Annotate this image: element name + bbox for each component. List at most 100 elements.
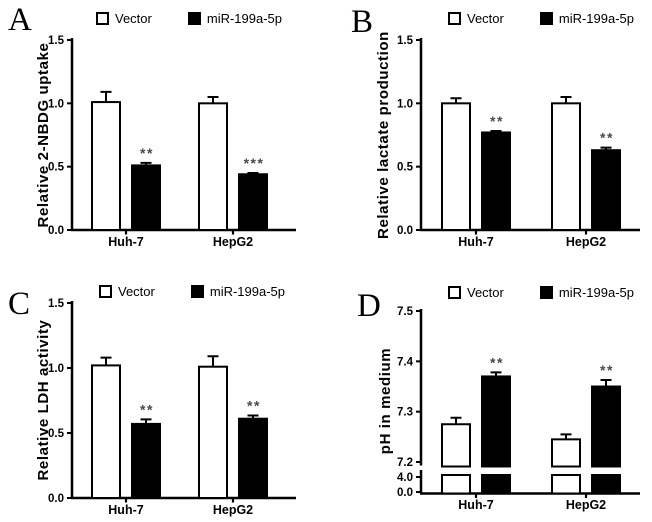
category-label: HepG2	[213, 503, 253, 517]
mir-legend-label: miR-199a-5p	[206, 11, 283, 26]
error-bar	[247, 172, 259, 175]
error-bar	[600, 378, 612, 387]
mir-legend-label: miR-199a-5p	[209, 284, 286, 299]
significance-stars: **	[140, 145, 154, 161]
significance-stars: **	[600, 130, 614, 146]
bar-Vector-HepG2	[198, 365, 228, 499]
significance-stars: **	[247, 397, 261, 413]
bar-chart-c: 0.0 0.5 1.0 1.5 Huh-7 HepG2 ** **	[48, 298, 296, 517]
category-label: Huh-7	[108, 503, 143, 517]
panel-letter-d: D	[357, 288, 381, 324]
y-tick-label: 1.0	[397, 98, 413, 110]
y-tick-label: 1.0	[48, 363, 64, 375]
vector-swatch-icon	[99, 285, 112, 298]
bar-Vector-HepG2	[551, 102, 581, 231]
y-tick-label: 1.5	[397, 35, 414, 47]
panel-letter-a: A	[8, 2, 32, 38]
bar-chart-d: 7.2 7.3 7.4 7.5 4.0 0.0 Huh-7 HepG2 ** **	[397, 306, 640, 512]
y-tick-label: 7.5	[397, 306, 414, 318]
y-tick-label: 0.0	[48, 493, 64, 505]
error-bar	[247, 414, 259, 419]
significance-stars: **	[600, 362, 614, 378]
bar-Vector-Huh-7	[91, 101, 121, 231]
error-bar	[560, 433, 572, 440]
significance-stars: **	[490, 113, 504, 129]
error-bar	[600, 146, 612, 151]
significance-stars: **	[140, 401, 154, 417]
y-tick-label: 7.4	[397, 356, 414, 368]
mir-swatch-icon	[539, 12, 553, 25]
vector-swatch-icon	[96, 12, 109, 25]
mir-swatch-icon	[190, 285, 204, 298]
y-tick-label: 7.2	[397, 457, 413, 469]
y-tick-label: 1.0	[48, 98, 64, 110]
mir-legend-label: miR-199a-5p	[558, 11, 635, 26]
category-label: Huh-7	[458, 498, 493, 512]
error-bar	[140, 418, 152, 424]
bar-Vector-HepG2	[551, 438, 581, 468]
error-bar	[450, 416, 462, 425]
panel-d: D Vector miR-199a-5p pH in medium 7.2 7.3…	[326, 261, 652, 522]
bar-Vector-Huh-7	[91, 364, 121, 500]
y-tick-label: 0.0	[48, 225, 64, 237]
bar-chart-b: 0.0 0.5 1.0 1.5 Huh-7 HepG2 ** **	[397, 35, 640, 249]
error-bar	[207, 355, 219, 367]
category-label: HepG2	[566, 498, 606, 512]
y-tick-label: 0.0	[397, 487, 413, 499]
error-bar	[490, 129, 502, 133]
bar-miR-199a-5p-Huh-7	[481, 131, 511, 231]
legend-b: Vector miR-199a-5p	[448, 12, 634, 25]
y-tick-label: 0.5	[48, 428, 65, 440]
bar-miR-199a-5p-Huh-7-stub	[481, 474, 511, 495]
legend-c: Vector miR-199a-5p	[99, 285, 285, 298]
bar-Vector-Huh-7	[441, 102, 471, 231]
y-tick-label: 0.0	[397, 225, 413, 237]
error-bar	[100, 90, 112, 103]
significance-stars: **	[490, 354, 504, 370]
error-bar	[490, 371, 502, 377]
error-bar	[140, 161, 152, 166]
significance-stars: ***	[244, 155, 265, 171]
category-label: HepG2	[213, 235, 253, 249]
bar-Vector-HepG2	[198, 102, 228, 231]
bar-miR-199a-5p-HepG2	[591, 149, 621, 231]
y-tick-label: 1.5	[48, 298, 65, 310]
panel-a: A Vector miR-199a-5p Relative 2-NBDG upt…	[0, 0, 326, 261]
legend-a: Vector miR-199a-5p	[96, 12, 282, 25]
vector-legend-label: Vector	[118, 284, 155, 299]
category-label: Huh-7	[108, 235, 143, 249]
error-bar	[207, 96, 219, 104]
bar-miR-199a-5p-Huh-7	[131, 164, 161, 231]
category-label: Huh-7	[458, 235, 493, 249]
y-tick-label: 1.5	[48, 35, 65, 47]
panel-b: B Vector miR-199a-5p Relative lactate pr…	[326, 0, 652, 261]
legend-d: Vector miR-199a-5p	[448, 286, 634, 299]
vector-swatch-icon	[448, 12, 461, 25]
bar-Vector-Huh-7	[441, 423, 471, 468]
error-bar	[100, 356, 112, 366]
bar-Vector-HepG2-stub	[551, 474, 581, 495]
vector-legend-label: Vector	[467, 285, 504, 300]
panel-c: C Vector miR-199a-5p Relative LDH activi…	[0, 261, 326, 522]
bar-Vector-Huh-7-stub	[441, 474, 471, 495]
bar-miR-199a-5p-HepG2	[238, 173, 268, 231]
vector-legend-label: Vector	[115, 11, 152, 26]
y-tick-label: 0.5	[48, 162, 65, 174]
vector-legend-label: Vector	[467, 11, 504, 26]
category-label: HepG2	[566, 235, 606, 249]
bar-miR-199a-5p-HepG2	[591, 385, 621, 468]
bar-miR-199a-5p-HepG2-stub	[591, 474, 621, 495]
panel-letter-c: C	[8, 286, 31, 322]
bar-miR-199a-5p-Huh-7	[481, 375, 511, 468]
mir-legend-label: miR-199a-5p	[558, 285, 635, 300]
error-bar	[450, 97, 462, 104]
mir-swatch-icon	[187, 12, 201, 25]
bar-miR-199a-5p-Huh-7	[131, 422, 161, 499]
y-tick-label: 4.0	[397, 472, 413, 484]
y-tick-label: 0.5	[397, 162, 414, 174]
mir-swatch-icon	[539, 286, 553, 299]
vector-swatch-icon	[448, 286, 461, 299]
error-bar	[560, 96, 572, 104]
